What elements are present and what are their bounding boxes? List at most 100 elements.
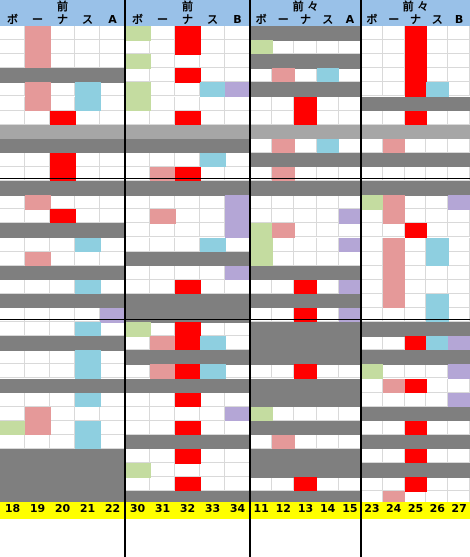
marked-cell-purple[interactable] [225, 223, 251, 238]
grid-cell[interactable] [25, 279, 50, 294]
marked-cell-gray[interactable] [125, 293, 151, 309]
marked-cell-red[interactable] [404, 477, 427, 492]
marked-cell-gray[interactable] [338, 420, 362, 436]
marked-cell-gray[interactable] [125, 378, 151, 394]
marked-cell-light-green[interactable] [250, 237, 273, 253]
grid-cell[interactable] [426, 265, 449, 280]
grid-cell[interactable] [361, 223, 383, 238]
marked-cell-red[interactable] [50, 209, 76, 224]
marked-cell-gray[interactable] [75, 138, 101, 154]
grid-cell[interactable] [0, 167, 25, 182]
grid-cell[interactable] [125, 477, 150, 492]
marked-cell-gray[interactable] [0, 336, 26, 351]
marked-cell-purple[interactable] [225, 209, 251, 224]
marked-cell-gray[interactable] [0, 477, 26, 492]
marked-cell-gray[interactable] [272, 293, 295, 309]
grid-cell[interactable] [272, 308, 295, 323]
marked-cell-gray[interactable] [316, 336, 340, 351]
grid-cell[interactable] [0, 152, 25, 167]
marked-cell-light-green[interactable] [125, 54, 151, 69]
marked-cell-gray[interactable] [175, 491, 201, 506]
marked-cell-pink[interactable] [25, 54, 51, 69]
grid-cell[interactable] [50, 82, 75, 97]
grid-cell[interactable] [150, 477, 175, 492]
marked-cell-red[interactable] [294, 308, 318, 323]
grid-cell[interactable] [50, 434, 75, 449]
marked-cell-red[interactable] [175, 420, 201, 436]
marked-cell-purple[interactable] [225, 265, 251, 281]
marked-cell-gray[interactable] [125, 350, 151, 365]
marked-cell-gray[interactable] [175, 350, 201, 365]
grid-cell[interactable] [225, 152, 250, 167]
grid-cell[interactable] [125, 68, 150, 83]
marked-cell-light-blue[interactable] [75, 420, 101, 436]
marked-cell-gray[interactable] [272, 265, 295, 281]
grid-cell[interactable] [316, 223, 339, 238]
marked-cell-red[interactable] [50, 110, 76, 126]
marked-cell-pink[interactable] [382, 138, 406, 154]
grid-cell[interactable] [200, 40, 225, 55]
grid-cell[interactable] [225, 364, 250, 379]
marked-cell-light-blue[interactable] [426, 336, 449, 351]
marked-cell-gray[interactable] [0, 463, 26, 478]
grid-cell[interactable] [382, 40, 405, 55]
grid-cell[interactable] [225, 26, 250, 41]
grid-cell[interactable] [404, 293, 427, 308]
marked-cell-gray[interactable] [100, 463, 126, 478]
grid-cell[interactable] [0, 195, 25, 210]
marked-cell-pink[interactable] [150, 209, 176, 224]
grid-cell[interactable] [361, 336, 383, 351]
grid-cell[interactable] [316, 167, 339, 182]
grid-cell[interactable] [175, 195, 200, 210]
marked-cell-pink[interactable] [382, 209, 406, 224]
marked-cell-gray[interactable] [294, 181, 318, 196]
marked-cell-gray[interactable] [338, 336, 362, 351]
grid-cell[interactable] [100, 54, 125, 69]
marked-cell-gray[interactable] [294, 491, 318, 506]
marked-cell-gray[interactable] [294, 152, 318, 168]
grid-cell[interactable] [225, 54, 250, 69]
grid-cell[interactable] [50, 96, 75, 111]
grid-cell[interactable] [200, 477, 225, 492]
grid-cell[interactable] [200, 195, 225, 210]
marked-cell-gray[interactable] [272, 82, 295, 97]
grid-cell[interactable] [175, 223, 200, 238]
marked-cell-gray[interactable] [125, 491, 151, 506]
marked-cell-gray[interactable] [0, 491, 26, 506]
marked-cell-gray[interactable] [25, 265, 51, 281]
grid-cell[interactable] [200, 26, 225, 41]
grid-cell[interactable] [250, 434, 273, 449]
marked-cell-gray[interactable] [272, 152, 295, 168]
marked-cell-gray[interactable] [100, 449, 126, 464]
marked-cell-gray[interactable] [250, 54, 273, 69]
grid-cell[interactable] [404, 392, 427, 407]
marked-cell-light-blue[interactable] [426, 293, 449, 309]
marked-cell-gray[interactable] [272, 449, 295, 464]
marked-cell-light-blue[interactable] [316, 68, 340, 83]
grid-cell[interactable] [426, 167, 449, 182]
marked-cell-gray[interactable] [294, 265, 318, 281]
marked-cell-gray[interactable] [272, 491, 295, 506]
grid-cell[interactable] [250, 138, 273, 153]
grid-cell[interactable] [200, 265, 225, 280]
grid-cell[interactable] [225, 40, 250, 55]
marked-cell-gray[interactable] [150, 138, 176, 154]
marked-cell-light-gray[interactable] [0, 124, 26, 140]
grid-cell[interactable] [100, 40, 125, 55]
grid-cell[interactable] [150, 279, 175, 294]
grid-cell[interactable] [200, 209, 225, 224]
marked-cell-gray[interactable] [382, 406, 406, 422]
marked-cell-gray[interactable] [0, 68, 26, 83]
marked-cell-pink[interactable] [272, 68, 295, 83]
grid-cell[interactable] [100, 195, 125, 210]
grid-cell[interactable] [125, 279, 150, 294]
grid-cell[interactable] [125, 110, 150, 125]
marked-cell-gray[interactable] [250, 463, 273, 478]
marked-cell-red[interactable] [175, 26, 201, 41]
marked-cell-pink[interactable] [25, 251, 51, 267]
marked-cell-gray[interactable] [25, 68, 51, 83]
grid-cell[interactable] [25, 350, 50, 365]
grid-cell[interactable] [382, 110, 405, 125]
marked-cell-gray[interactable] [50, 378, 76, 394]
grid-cell[interactable] [75, 40, 100, 55]
